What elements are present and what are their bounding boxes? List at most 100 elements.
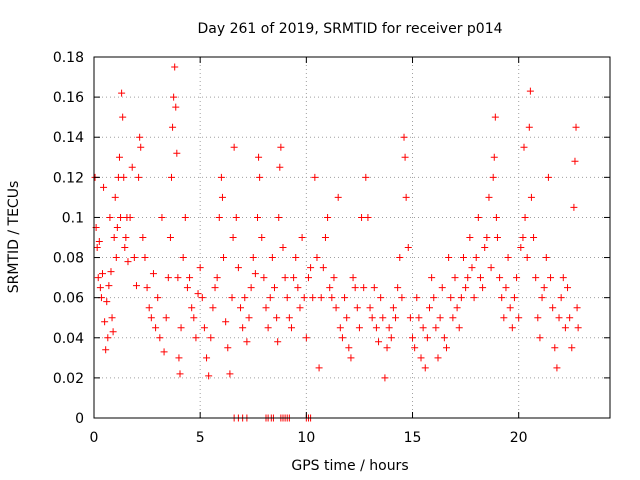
data-point (254, 213, 262, 221)
data-point (311, 173, 319, 181)
data-point (551, 344, 559, 352)
data-point (287, 324, 295, 332)
data-point (530, 234, 538, 241)
y-tick-label: 0.06 (53, 291, 84, 307)
data-point (426, 304, 434, 312)
data-point (270, 284, 278, 292)
y-tick-label: 0.04 (53, 331, 84, 347)
data-point (283, 294, 291, 302)
data-point (468, 264, 476, 272)
data-point (487, 264, 495, 272)
data-point (451, 274, 459, 282)
data-point (256, 173, 264, 181)
data-point (479, 284, 487, 292)
data-point (241, 294, 249, 302)
data-point (504, 254, 512, 262)
data-point (170, 93, 178, 101)
data-point (574, 324, 582, 332)
data-point (559, 274, 567, 282)
data-point (110, 234, 118, 241)
data-point (434, 354, 442, 362)
data-point (213, 274, 221, 282)
data-point (215, 213, 223, 221)
data-point (508, 324, 516, 332)
data-point (95, 238, 103, 246)
data-point (122, 234, 130, 241)
data-point (432, 324, 440, 332)
data-point (186, 274, 194, 282)
data-point (573, 304, 581, 312)
data-point (481, 244, 489, 252)
data-point (177, 324, 185, 332)
data-point (168, 173, 176, 181)
data-point (428, 274, 436, 282)
data-point (326, 284, 334, 292)
data-point (176, 370, 184, 378)
data-point (557, 294, 565, 302)
data-point (117, 213, 125, 221)
data-point (200, 324, 208, 332)
data-point (160, 348, 168, 356)
data-point (368, 314, 376, 322)
data-point (234, 264, 242, 272)
data-point (232, 213, 240, 221)
data-point (315, 364, 323, 372)
data-point (302, 334, 310, 342)
data-point (493, 234, 501, 241)
data-point (464, 274, 472, 282)
data-point (171, 63, 179, 71)
data-point (336, 324, 344, 332)
data-point (317, 294, 325, 302)
data-point (112, 254, 120, 262)
data-point (298, 234, 306, 241)
data-point (105, 282, 113, 290)
data-point (175, 354, 183, 362)
data-point (411, 344, 419, 352)
data-point (172, 103, 180, 111)
data-point (561, 324, 569, 332)
data-point (330, 274, 338, 282)
data-point (453, 304, 461, 312)
data-point (296, 304, 304, 312)
data-point (294, 284, 302, 292)
data-point (570, 203, 578, 211)
data-point (389, 304, 397, 312)
data-point (113, 223, 121, 231)
data-point (239, 324, 247, 332)
data-point (345, 344, 353, 352)
data-point (459, 254, 467, 262)
data-point (517, 244, 525, 252)
data-point (404, 244, 412, 252)
data-point (309, 294, 317, 302)
data-point (300, 294, 308, 302)
data-point (355, 324, 363, 332)
data-point (527, 193, 535, 201)
data-point (304, 274, 312, 282)
data-point (100, 183, 108, 191)
data-point (136, 133, 144, 141)
data-point (174, 274, 182, 282)
data-point (104, 334, 112, 342)
data-point (423, 334, 431, 342)
data-point (377, 294, 385, 302)
data-point (343, 314, 351, 322)
data-point (566, 314, 574, 322)
y-tick-label: 0.12 (53, 170, 84, 186)
data-point (532, 274, 540, 282)
data-point (141, 254, 149, 262)
data-point (398, 294, 406, 302)
y-tick-label: 0.18 (53, 50, 84, 66)
data-point (515, 314, 523, 322)
data-point (445, 254, 453, 262)
data-point (379, 314, 387, 322)
data-point (440, 334, 448, 342)
data-point (255, 153, 263, 161)
data-point (276, 163, 284, 171)
data-point (222, 318, 230, 326)
data-point (192, 334, 200, 342)
grid-lines (94, 57, 610, 418)
y-tick-label: 0.14 (53, 130, 84, 146)
data-point (128, 163, 136, 171)
data-point (262, 304, 270, 312)
